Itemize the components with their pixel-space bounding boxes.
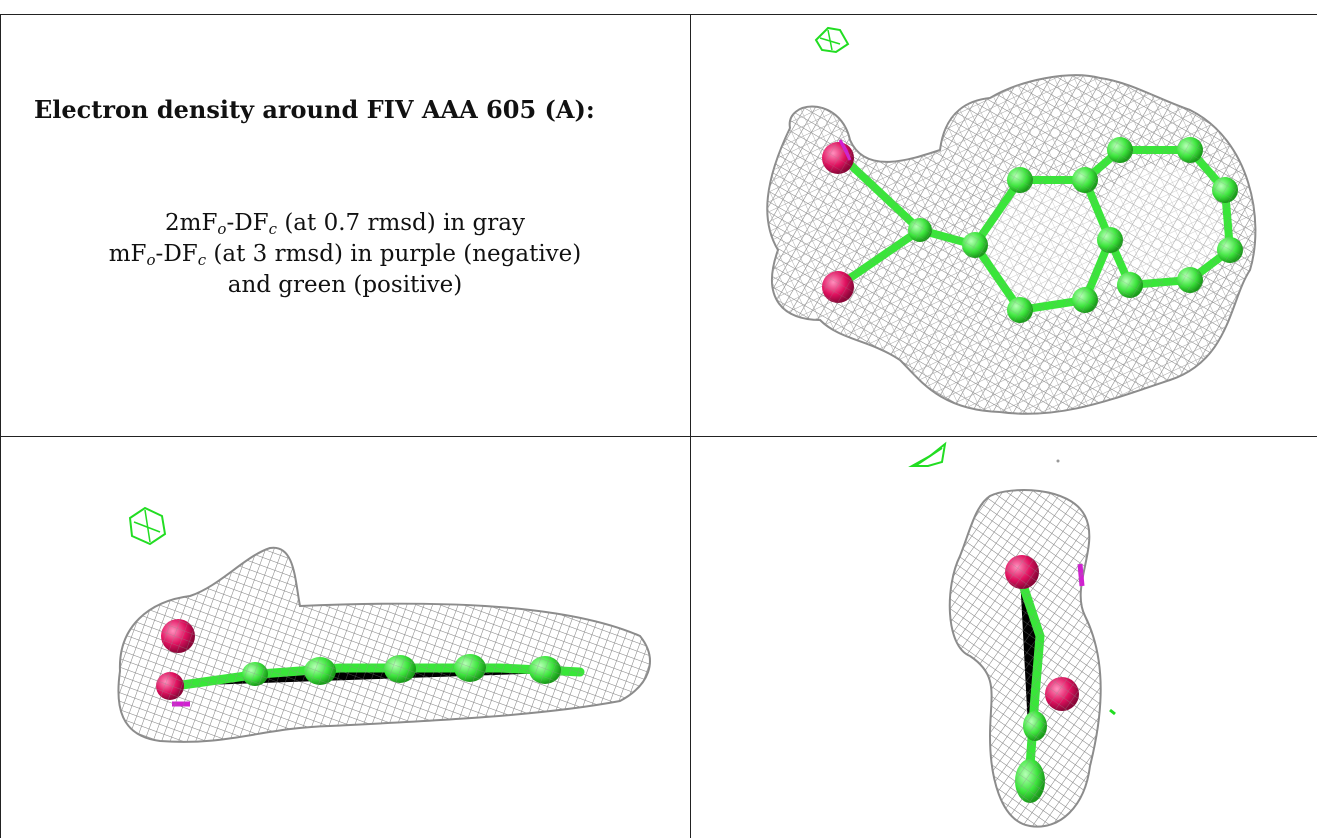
- density-image-top: [766, 26, 1257, 415]
- density-view-side: [0, 436, 690, 838]
- density-view-top: [690, 0, 1317, 436]
- density-image-end: [908, 441, 1116, 828]
- table-rule-center: [690, 14, 691, 838]
- density-image-side: [117, 506, 651, 743]
- legend-line-3: and green (positive): [227, 272, 463, 298]
- positive-density-blob: [814, 26, 850, 54]
- figure-heading: Electron density around FIV AAA 605 (A):: [34, 95, 595, 124]
- table-rule-middle: [0, 436, 1317, 437]
- table-rule-left: [0, 14, 1, 838]
- density-view-end: [690, 436, 1317, 838]
- positive-density-blob: [908, 441, 947, 467]
- legend-cell: Electron density around FIV AAA 605 (A):…: [0, 0, 690, 436]
- legend-text: 2mFo-DFc (at 0.7 rmsd) in gray mFo-DFc (…: [0, 208, 690, 301]
- legend-line-fo: mFo-DFc (at 3 rmsd) in purple (negative): [108, 241, 582, 269]
- table-rule-top: [0, 14, 1317, 15]
- positive-density-blob: [128, 506, 167, 546]
- legend-line-2fo: 2mFo-DFc (at 0.7 rmsd) in gray: [165, 210, 525, 238]
